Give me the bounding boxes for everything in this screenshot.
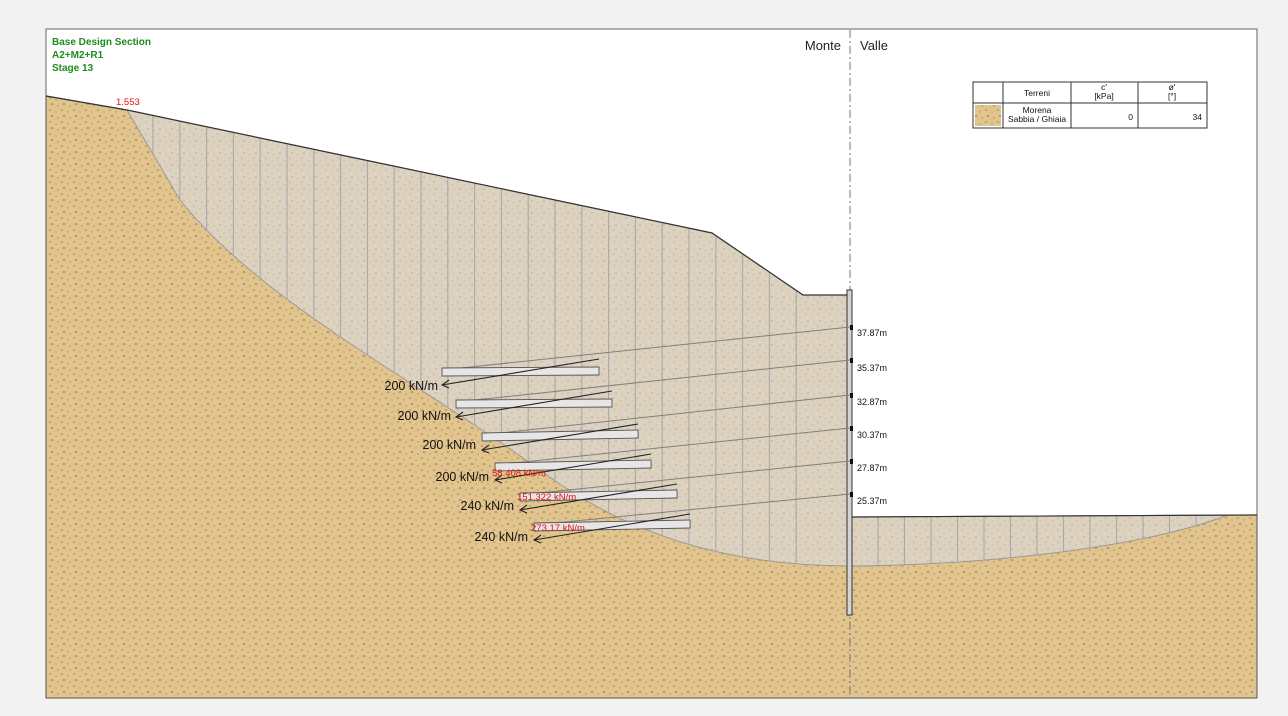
arrow-head: [518, 504, 528, 514]
anchor-load-label: 200 kN/m: [423, 438, 477, 452]
table-header-cohesion: c' [kPa]: [1094, 82, 1113, 101]
soil-friction-value: 34: [1193, 112, 1203, 122]
anchor-tendon: [519, 460, 851, 496]
anchor-bulb: [494, 459, 652, 472]
anchor-elevation: 37.87m: [857, 328, 887, 338]
valle-label: Valle: [860, 38, 888, 53]
anchor-elevation: 35.37m: [857, 363, 887, 373]
ground-line-upslope: [45, 95, 850, 296]
anchor-load-label: 200 kN/m: [436, 470, 490, 484]
soil-name: Morena Sabbia / Ghiaia: [1008, 105, 1066, 124]
anchor-tendon: [455, 359, 851, 403]
arrow-head: [493, 474, 503, 484]
anchor-force-arrow: [519, 483, 678, 511]
anchor-elevation: 30.37m: [857, 430, 887, 440]
anchor-result-label: 151.322 kN/m: [517, 492, 576, 503]
anchor-head: [850, 492, 853, 497]
anchor-head: [850, 426, 853, 431]
anchor-load-label: 240 kN/m: [475, 530, 529, 544]
arrow-head: [480, 444, 490, 454]
anchor-load-label: 200 kN/m: [398, 409, 452, 423]
anchors: 37.87m 200 kN/m 35.37m 200 kN/m 32.87m 200 kN…: [385, 325, 887, 544]
anchor-head: [850, 325, 853, 330]
table-header-terreni: Terreni: [1024, 88, 1050, 98]
soil-legend-table: Terreni c' [kPa] ø' [°] Morena Sabbia / Ghi…: [972, 81, 1208, 129]
arrow-head: [454, 411, 464, 421]
arrow-head: [440, 379, 450, 389]
anchor-bulb: [481, 429, 639, 442]
anchor-tendon: [533, 493, 851, 526]
anchor-load-label: 240 kN/m: [461, 499, 515, 513]
anchor-bulb: [519, 489, 678, 502]
ground-line-downslope: [851, 514, 1258, 518]
anchor-load-label: 200 kN/m: [385, 379, 439, 393]
sliding-mass: [125, 109, 1229, 567]
load-combination: A2+M2+R1: [52, 50, 104, 61]
stage-label: Stage 13: [52, 63, 94, 74]
anchor-tendon: [494, 427, 851, 466]
anchor-force-arrow: [533, 513, 691, 541]
section-title: Base Design Section: [52, 37, 151, 48]
arrow-head: [532, 534, 542, 544]
anchor-elevation: 32.87m: [857, 397, 887, 407]
retaining-wall: [846, 289, 853, 616]
anchor-force-arrow: [481, 423, 639, 451]
soil-cohesion-value: 0: [1128, 112, 1133, 122]
anchor-result-label: 58.408 kN/m: [492, 468, 546, 479]
anchor-elevation: 27.87m: [857, 463, 887, 473]
anchor-force-arrow: [494, 453, 652, 481]
anchor-elevation: 25.37m: [857, 496, 887, 506]
monte-label: Monte: [805, 38, 841, 53]
safety-factor: 1.553: [116, 97, 140, 108]
anchor-force-arrow: [455, 390, 613, 418]
anchor-head: [850, 358, 853, 363]
anchor-result-label: 273.17 kN/m: [531, 523, 585, 534]
soil-swatch: [975, 105, 1001, 126]
anchor-bulb: [533, 519, 691, 532]
anchor-tendon: [441, 326, 851, 371]
anchor-head: [850, 459, 853, 464]
table-header-friction: ø' [°]: [1168, 82, 1176, 101]
anchor-force-arrow: [441, 358, 600, 386]
anchor-tendon: [481, 394, 851, 436]
anchor-head: [850, 393, 853, 398]
